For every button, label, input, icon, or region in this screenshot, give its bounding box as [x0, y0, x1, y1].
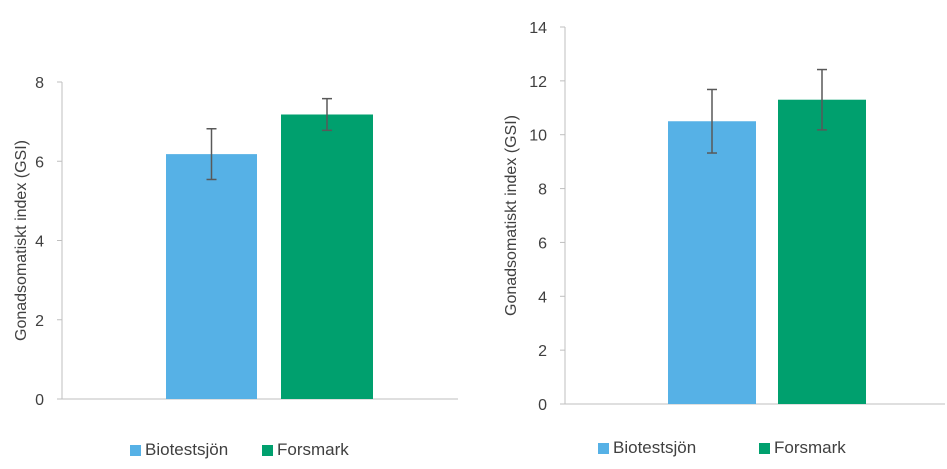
y-tick-label: 10 — [529, 128, 547, 145]
legend-swatch-forsmark — [759, 443, 770, 454]
legend-label-forsmark: Forsmark — [277, 440, 349, 459]
chart-panel-2: 0 2 4 6 8 10 12 14 Gonadsomatiskt index (GSI) Bio… — [503, 20, 945, 457]
legend-swatch-biotestsj-n — [598, 443, 609, 454]
bar-forsmark — [778, 99, 866, 404]
legend-label-forsmark: Forsmark — [774, 438, 846, 457]
legend-label-biotestsj-n: Biotestsjön — [613, 438, 696, 457]
y-tick-label: 0 — [35, 392, 44, 409]
y-tick-label: 6 — [538, 235, 547, 252]
y-tick-label: 0 — [538, 397, 547, 414]
y-tick-label: 2 — [538, 343, 547, 360]
y-tick-label: 6 — [35, 154, 44, 171]
y-axis-title: Gonadsomatiskt index (GSI) — [503, 115, 520, 316]
y-tick-label: 8 — [538, 182, 547, 199]
legend-label-biotestsj-n: Biotestsjön — [145, 440, 228, 459]
bar-forsmark — [281, 114, 373, 400]
y-tick-label: 12 — [529, 74, 547, 91]
bar-biotestsj-n — [166, 154, 257, 399]
y-tick-label: 2 — [35, 313, 44, 330]
y-tick-label: 4 — [538, 289, 547, 306]
y-tick-label: 8 — [35, 75, 44, 92]
y-tick-label: 4 — [35, 234, 44, 251]
chart-panel-1: 0 2 4 6 8 Gonadsomatiskt index (GSI) Biotestsj… — [13, 75, 458, 459]
bar-biotestsj-n — [668, 121, 756, 404]
legend-swatch-forsmark — [262, 445, 273, 456]
y-tick-label: 14 — [529, 20, 547, 37]
y-axis-title: Gonadsomatiskt index (GSI) — [13, 140, 30, 341]
legend-swatch-biotestsj-n — [130, 445, 141, 456]
